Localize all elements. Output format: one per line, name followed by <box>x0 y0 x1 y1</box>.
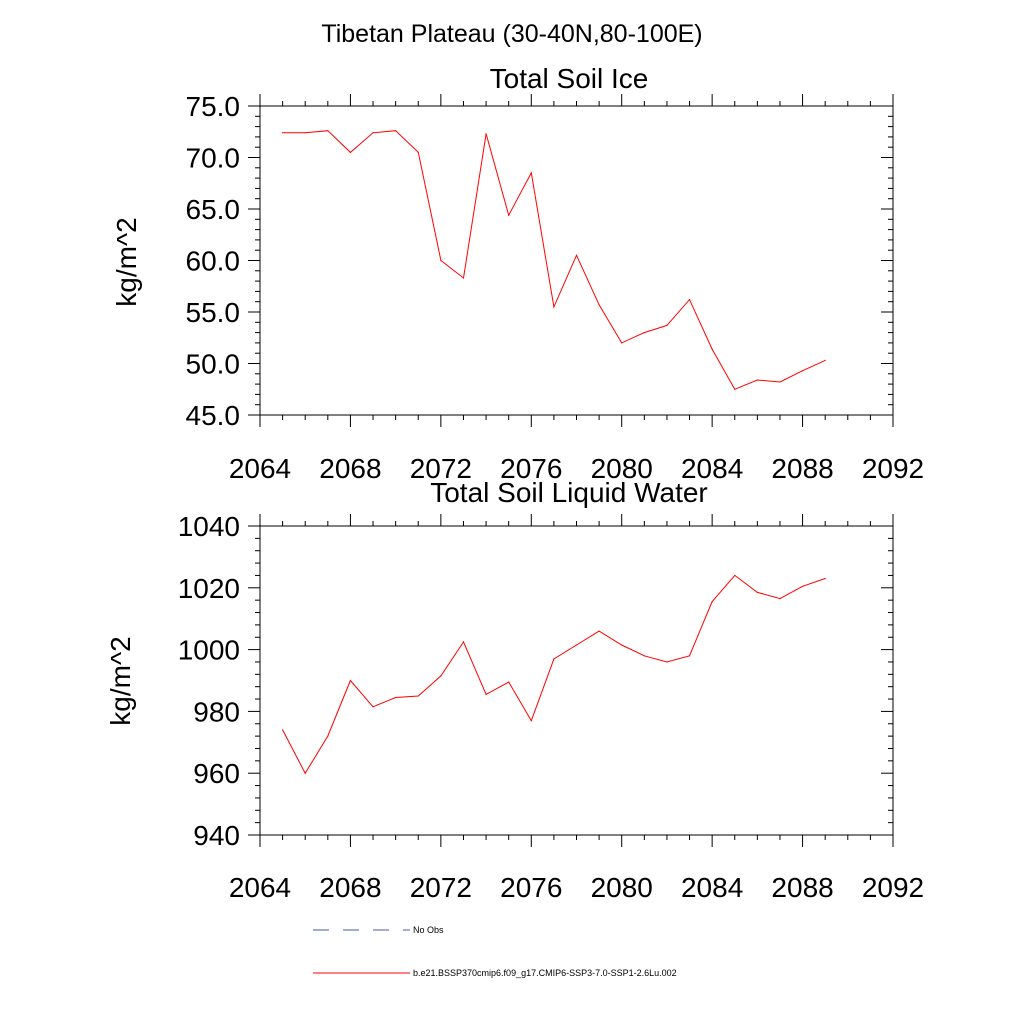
y-tick-label: 70.0 <box>186 143 241 174</box>
data-point <box>282 729 284 731</box>
x-tick-label: 2072 <box>410 453 472 484</box>
data-point <box>734 388 736 390</box>
data-point <box>575 254 578 256</box>
y-tick-label: 980 <box>193 696 240 727</box>
data-point <box>801 370 804 372</box>
data-point <box>349 151 352 153</box>
y-tick-label: 75.0 <box>186 91 241 122</box>
x-tick-label: 2064 <box>229 872 291 903</box>
data-point <box>621 342 623 344</box>
x-tick-label: 2088 <box>771 872 833 903</box>
data-point <box>756 379 758 381</box>
data-point <box>485 133 487 135</box>
x-tick-label: 2084 <box>681 872 743 903</box>
data-point <box>688 655 691 657</box>
y-tick-label: 65.0 <box>186 194 241 225</box>
chart-title: Total Soil Liquid Water <box>430 477 708 508</box>
data-point <box>598 304 600 306</box>
y-tick-label: 50.0 <box>186 349 241 380</box>
x-tick-label: 2080 <box>591 872 653 903</box>
y-tick-label: 45.0 <box>186 400 241 431</box>
data-point <box>372 706 374 708</box>
data-point <box>711 601 713 603</box>
data-point <box>688 299 691 301</box>
data-point <box>779 598 781 600</box>
x-tick-label: 2088 <box>771 453 833 484</box>
y-tick-label: 1020 <box>178 573 240 604</box>
data-point <box>395 696 397 699</box>
data-point <box>485 693 487 696</box>
y-tick-label: 55.0 <box>186 297 241 328</box>
data-point <box>756 591 758 594</box>
plot-frame <box>259 105 894 416</box>
data-point <box>643 332 645 334</box>
data-point <box>734 574 736 577</box>
data-point <box>508 681 510 683</box>
y-tick-label: 60.0 <box>186 246 241 277</box>
chart-total-soil-liquid-water: Total Soil Liquid Water kg/m^2 2064 2068 2… <box>105 477 924 903</box>
y-tick-label: 940 <box>193 820 240 851</box>
data-point <box>824 359 826 362</box>
data-point <box>508 214 510 216</box>
data-point <box>530 172 532 174</box>
page-title: Tibetan Plateau (30-40N,80-100E) <box>321 20 702 48</box>
y-tick-label: 960 <box>193 758 240 789</box>
data-point <box>349 679 352 682</box>
x-tick-label: 2080 <box>591 453 653 484</box>
data-point <box>440 259 442 262</box>
y-axis-label: kg/m^2 <box>105 636 136 725</box>
data-point <box>598 630 600 632</box>
data-point <box>282 132 284 134</box>
series-line <box>282 574 826 775</box>
data-point <box>530 720 532 722</box>
data-point <box>666 324 668 326</box>
data-point <box>395 130 397 132</box>
data-point <box>666 661 668 663</box>
data-point <box>779 381 781 383</box>
legend-label-no-obs: No Obs <box>413 925 444 935</box>
plot-frame <box>259 525 894 836</box>
data-point <box>462 641 465 643</box>
y-axis-label: kg/m^2 <box>111 217 142 306</box>
data-point <box>553 658 555 660</box>
data-point <box>575 644 578 646</box>
data-point <box>327 735 329 737</box>
x-tick-label: 2068 <box>319 872 381 903</box>
data-point <box>621 644 623 646</box>
x-tick-label: 2076 <box>500 453 562 484</box>
data-point <box>643 655 645 657</box>
chart-title: Total Soil Ice <box>490 63 649 94</box>
x-tick-label: 2076 <box>500 872 562 903</box>
data-point <box>327 130 329 132</box>
data-point <box>824 577 826 580</box>
y-tick-label: 1040 <box>178 511 240 542</box>
x-tick-label: 2064 <box>229 453 291 484</box>
data-point <box>462 277 465 279</box>
y-tick-label: 1000 <box>178 635 240 666</box>
data-point <box>711 348 713 350</box>
data-point <box>372 132 374 134</box>
legend-label-model-run: b.e21.BSSP370cmip6.f09_g17.CMIP6-SSP3-7.… <box>413 968 677 978</box>
data-point <box>304 132 306 134</box>
chart-total-soil-ice: Total Soil Ice kg/m^2 2064 2068 2072 2076 20… <box>111 63 924 484</box>
x-tick-label: 2092 <box>862 453 924 484</box>
data-point <box>440 675 442 677</box>
data-point <box>417 695 419 697</box>
data-point <box>417 151 419 153</box>
legend: No Obs b.e21.BSSP370cmip6.f09_g17.CMIP6-… <box>313 925 677 978</box>
x-tick-label: 2092 <box>862 872 924 903</box>
x-tick-label: 2084 <box>681 453 743 484</box>
data-point <box>553 306 555 308</box>
data-point <box>801 585 804 587</box>
x-tick-label: 2072 <box>410 872 472 903</box>
data-point <box>304 772 306 774</box>
series-line <box>282 130 826 390</box>
x-tick-label: 2068 <box>319 453 381 484</box>
